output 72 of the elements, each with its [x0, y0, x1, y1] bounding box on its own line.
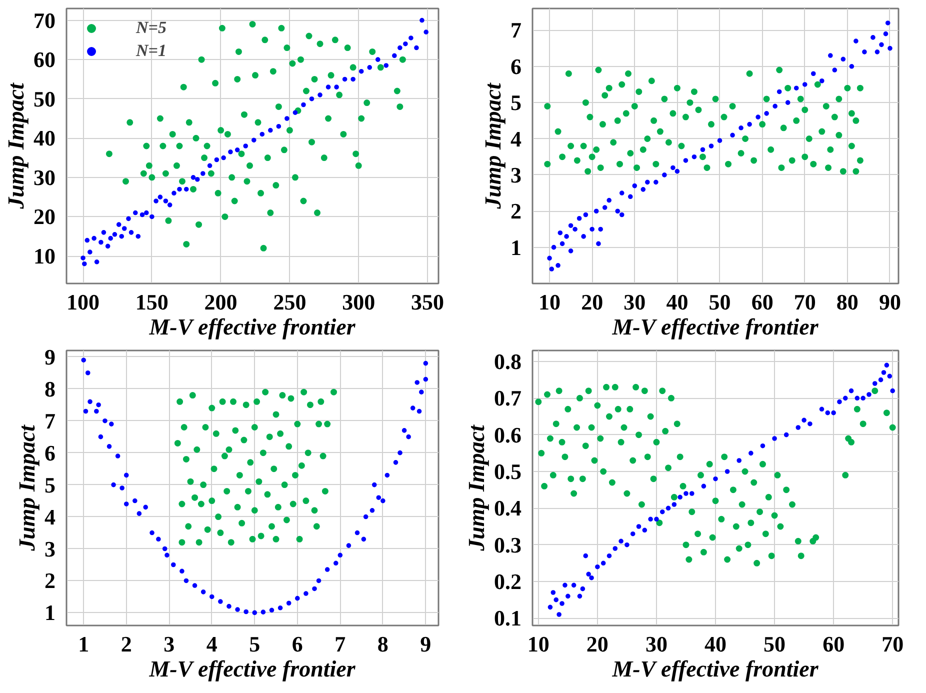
x-tick-label: 60: [751, 290, 774, 314]
y-axis-title: Jump Impact: [480, 82, 506, 210]
y-tick-label: 7: [510, 18, 522, 43]
x-tick-label: 20: [586, 632, 608, 656]
y-tick-label: 3: [510, 162, 522, 188]
x-tick-label: 40: [666, 290, 688, 314]
x-tick-label: 1: [78, 632, 90, 656]
x-tick-label: 8: [377, 632, 388, 656]
y-tick-label: 2: [510, 198, 522, 224]
x-axis-title: M-V effective frontier: [148, 314, 356, 340]
x-axis-title: M-V effective frontier: [611, 314, 820, 340]
y-tick-label: 6: [44, 440, 56, 466]
x-tick-label: 250: [273, 290, 306, 314]
y-tick-label: 8: [44, 376, 56, 402]
y-axis-title: Jump Impact: [4, 82, 28, 210]
x-tick-label: 100: [66, 290, 100, 314]
x-tick-label: 60: [822, 632, 845, 656]
x-tick-label: 20: [581, 290, 604, 314]
y-axis-title: Jump Impact: [14, 424, 40, 552]
x-tick-label: 2: [120, 632, 132, 656]
x-tick-label: 3: [164, 632, 175, 656]
x-tick-label: 10: [538, 290, 561, 314]
y-tick-label: 60: [34, 47, 56, 72]
y-tick-label: 5: [44, 472, 56, 498]
x-tick-label: 30: [645, 632, 668, 656]
y-tick-label: 0.1: [494, 606, 522, 631]
y-tick-label: 0.4: [494, 496, 522, 521]
y-tick-label: 1: [510, 234, 522, 260]
y-tick-label: 70: [34, 8, 56, 33]
x-tick-label: 200: [204, 290, 238, 314]
legend-label: N=1: [136, 41, 166, 61]
y-tick-label: 9: [44, 344, 56, 370]
legend-label: N=5: [136, 18, 166, 38]
y-tick-label: 5: [510, 90, 522, 116]
y-tick-label: 2: [44, 568, 56, 594]
y-tick-label: 40: [34, 126, 56, 151]
x-tick-label: 350: [410, 290, 444, 314]
x-tick-label: 10: [527, 632, 550, 656]
y-tick-label: 4: [510, 126, 522, 152]
y-tick-label: 1: [44, 600, 56, 626]
y-tick-label: 0.2: [494, 569, 522, 594]
x-tick-label: 50: [764, 632, 786, 656]
y-tick-label: 3: [44, 536, 56, 562]
x-tick-label: 7: [334, 632, 346, 656]
x-axis-title: M-V effective frontier: [148, 656, 356, 682]
y-tick-label: 30: [34, 164, 56, 190]
x-axis-title: M-V effective frontier: [611, 656, 820, 682]
y-tick-label: 10: [34, 244, 56, 268]
y-tick-label: 0.6: [494, 422, 522, 448]
y-tick-label: 0.5: [494, 459, 522, 484]
x-tick-label: 5: [249, 632, 260, 656]
y-tick-label: 0.3: [494, 532, 522, 558]
y-tick-label: 6: [510, 54, 522, 79]
y-axis-title: Jump Impact: [464, 424, 489, 552]
x-tick-label: 4: [206, 632, 218, 656]
y-tick-label: 7: [44, 408, 56, 434]
x-tick-label: 300: [342, 290, 376, 314]
y-tick-label: 50: [34, 86, 56, 112]
y-tick-label: 4: [44, 504, 56, 530]
x-tick-label: 150: [135, 290, 168, 314]
x-tick-label: 90: [878, 290, 901, 314]
x-tick-label: 70: [882, 632, 904, 656]
x-tick-label: 50: [708, 290, 731, 314]
x-tick-label: 9: [420, 632, 432, 656]
y-tick-label: 0.7: [494, 386, 522, 411]
y-tick-label: 0.8: [494, 349, 522, 374]
x-tick-label: 80: [836, 290, 858, 314]
x-tick-label: 40: [704, 632, 726, 656]
x-tick-label: 30: [624, 290, 646, 314]
y-tick-label: 20: [34, 204, 56, 230]
x-tick-label: 70: [794, 290, 816, 314]
x-tick-label: 6: [292, 632, 303, 656]
